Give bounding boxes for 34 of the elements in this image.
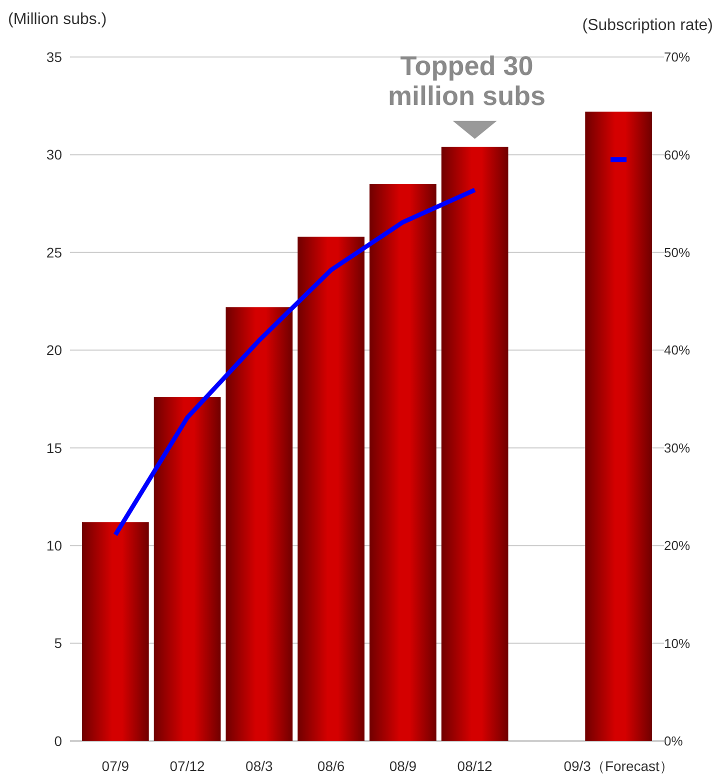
y2-tick-label: 0% (664, 734, 684, 749)
y-tick-label: 15 (46, 440, 62, 456)
x-tick-label: 07/9 (102, 758, 130, 774)
x-tick-label: 08/6 (317, 758, 345, 774)
y-tick-label: 20 (46, 342, 62, 358)
x-tick-label: 09/3（Forecast） (564, 758, 674, 774)
bar (370, 184, 436, 741)
bar (82, 522, 149, 741)
bar (298, 236, 364, 741)
y2-tick-label: 60% (664, 147, 690, 162)
y2-tick-label: 40% (664, 342, 690, 358)
y2-axis-title: (Subscription rate) (582, 17, 713, 34)
y2-tick-label: 50% (664, 244, 690, 260)
y-tick-label: 25 (46, 244, 62, 260)
y-tick-label: 30 (46, 146, 62, 163)
y-tick-label: 10 (46, 537, 62, 554)
bar (226, 307, 293, 741)
y2-tick-label: 10% (664, 636, 690, 651)
bar (154, 397, 221, 741)
y-axis-title: (Million subs.) (8, 11, 107, 28)
x-tick-label: 08/3 (246, 758, 274, 774)
y-tick-label: 35 (46, 48, 62, 65)
line-series (113, 188, 478, 538)
y-tick-label: 0 (54, 732, 62, 749)
bar (441, 146, 508, 741)
x-tick-label: 08/9 (389, 758, 417, 774)
annotation: Topped 30 million subs (388, 50, 546, 111)
y2-tick-label: 70% (664, 50, 690, 65)
x-tick-label: 07/12 (170, 758, 206, 774)
y2-tick-label: 30% (664, 440, 690, 456)
bar (585, 112, 652, 741)
y-tick-label: 5 (54, 635, 62, 652)
x-tick-label: 08/12 (457, 758, 493, 774)
y2-tick-label: 20% (664, 538, 690, 554)
